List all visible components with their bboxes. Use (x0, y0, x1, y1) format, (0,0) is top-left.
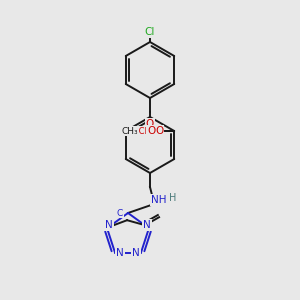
Text: O: O (146, 119, 154, 129)
Text: O: O (147, 126, 155, 136)
Text: N: N (116, 248, 124, 258)
Text: N: N (132, 248, 140, 258)
Text: C: C (117, 208, 123, 217)
Text: NH: NH (151, 195, 167, 205)
Text: OCH₃: OCH₃ (132, 127, 154, 136)
Text: CH₃: CH₃ (122, 127, 139, 136)
Text: O: O (155, 126, 164, 136)
Text: H: H (169, 193, 177, 203)
Text: N: N (105, 220, 113, 230)
Text: Cl: Cl (145, 27, 155, 37)
Text: N: N (143, 220, 151, 230)
